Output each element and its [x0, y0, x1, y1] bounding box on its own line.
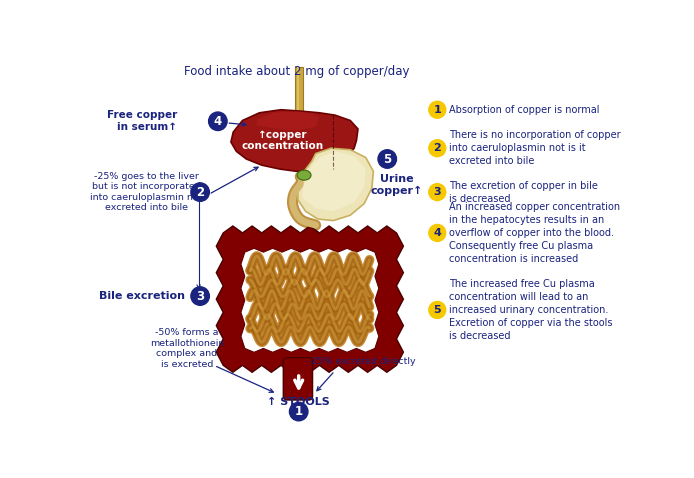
- Circle shape: [209, 112, 227, 130]
- Circle shape: [191, 183, 210, 201]
- Text: Bile excretion ↓: Bile excretion ↓: [99, 291, 198, 301]
- Circle shape: [429, 302, 446, 318]
- Text: Free copper
in serum↑: Free copper in serum↑: [107, 110, 177, 132]
- Text: Urine
copper↑: Urine copper↑: [371, 174, 423, 196]
- Polygon shape: [241, 248, 379, 352]
- Circle shape: [429, 101, 446, 118]
- Circle shape: [191, 287, 210, 305]
- Text: 5: 5: [383, 152, 391, 165]
- Polygon shape: [303, 152, 366, 211]
- Circle shape: [289, 402, 308, 421]
- Text: The excretion of copper in bile
is decreased: The excretion of copper in bile is decre…: [449, 181, 598, 204]
- Text: 3: 3: [196, 290, 204, 303]
- FancyBboxPatch shape: [283, 358, 312, 400]
- Ellipse shape: [297, 170, 311, 180]
- Text: The increased free Cu plasma
concentration will lead to an
increased urinary con: The increased free Cu plasma concentrati…: [449, 279, 612, 340]
- Text: 1: 1: [295, 405, 303, 418]
- Text: 1: 1: [434, 105, 441, 115]
- Text: 2: 2: [196, 185, 204, 199]
- Text: 4: 4: [433, 228, 441, 238]
- Text: ↑copper
concentration: ↑copper concentration: [242, 130, 323, 152]
- Text: -50% forms a
metallothionein
complex and
is excreted: -50% forms a metallothionein complex and…: [150, 328, 224, 369]
- Circle shape: [378, 150, 396, 168]
- Text: 5: 5: [434, 305, 441, 315]
- Bar: [297, 66, 300, 120]
- Text: -25% goes to the liver
but is not incorporated
into caeruloplasmin nor
excreted : -25% goes to the liver but is not incorp…: [90, 172, 203, 212]
- Text: Absorption of copper is normal: Absorption of copper is normal: [449, 105, 600, 115]
- Text: 2: 2: [434, 143, 441, 153]
- Circle shape: [429, 184, 446, 201]
- Text: Food intake about 2 mg of copper/day: Food intake about 2 mg of copper/day: [184, 65, 409, 78]
- Polygon shape: [256, 111, 319, 130]
- Text: -25% excreted directly: -25% excreted directly: [308, 357, 416, 366]
- Text: 4: 4: [214, 115, 222, 128]
- Text: An increased copper concentration
in the hepatocytes results in an
overflow of c: An increased copper concentration in the…: [449, 202, 620, 263]
- Bar: [295, 66, 303, 120]
- Polygon shape: [231, 110, 358, 171]
- Text: 3: 3: [434, 187, 441, 197]
- Text: There is no incorporation of copper
into caeruloplasmin not is it
excreted into : There is no incorporation of copper into…: [449, 130, 620, 166]
- Text: ↑ STOOLS: ↑ STOOLS: [267, 397, 330, 407]
- Polygon shape: [298, 148, 373, 221]
- Circle shape: [429, 225, 446, 241]
- Polygon shape: [217, 226, 403, 372]
- Circle shape: [429, 140, 446, 157]
